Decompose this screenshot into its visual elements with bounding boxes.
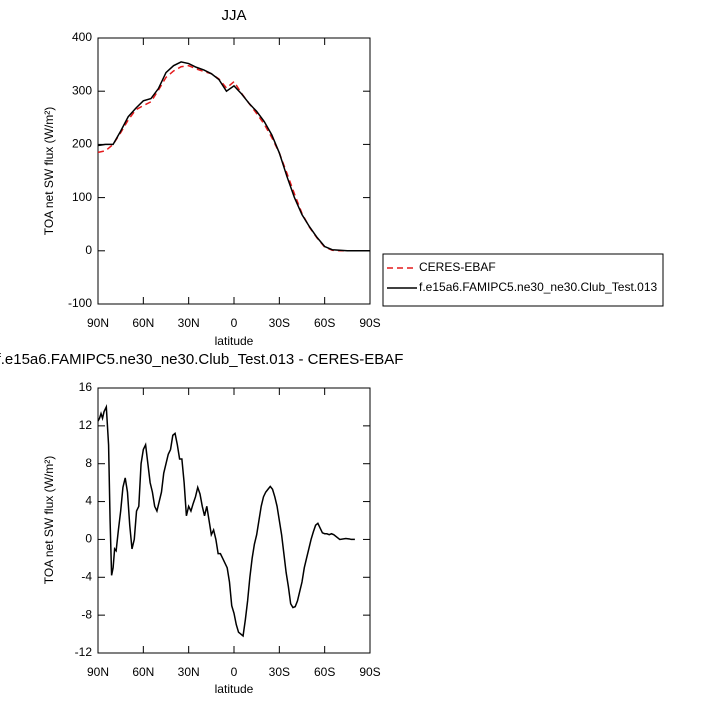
legend-label: CERES-EBAF bbox=[419, 260, 496, 274]
chart-title: f.e15a6.FAMIPC5.ne30_ne30.Club_Test.013 … bbox=[0, 351, 403, 368]
x-tick-label: 0 bbox=[231, 316, 238, 330]
y-tick-label: 0 bbox=[85, 532, 92, 546]
x-tick-label: 60S bbox=[314, 316, 335, 330]
y-axis-label: TOA net SW flux (W/m²) bbox=[42, 456, 56, 584]
x-tick-label: 30S bbox=[269, 665, 290, 679]
y-tick-label: 4 bbox=[85, 494, 92, 508]
x-tick-label: 60N bbox=[132, 316, 154, 330]
x-tick-label: 90S bbox=[359, 665, 380, 679]
y-tick-label: 300 bbox=[72, 83, 92, 97]
line bbox=[97, 64, 370, 252]
y-tick-label: -8 bbox=[81, 607, 92, 621]
line bbox=[97, 61, 370, 252]
x-tick-label: 60S bbox=[314, 665, 335, 679]
legend-label: f.e15a6.FAMIPC5.ne30_ne30.Club_Test.013 bbox=[419, 280, 657, 294]
y-tick-label: 100 bbox=[72, 190, 92, 204]
y-tick-label: 200 bbox=[72, 137, 92, 151]
y-tick-label: 16 bbox=[79, 380, 93, 394]
x-tick-label: 60N bbox=[132, 665, 154, 679]
y-tick-label: 12 bbox=[79, 418, 93, 432]
plot-frame bbox=[97, 37, 371, 305]
y-tick-label: 400 bbox=[72, 30, 92, 44]
y-tick-label: 0 bbox=[85, 243, 92, 257]
x-axis-label: latitude bbox=[215, 682, 254, 696]
x-tick-label: 30N bbox=[178, 665, 200, 679]
y-tick-label: 8 bbox=[85, 456, 92, 470]
y-axis-label: TOA net SW flux (W/m²) bbox=[42, 107, 56, 235]
y-tick-label: -100 bbox=[68, 296, 92, 310]
x-tick-label: 90N bbox=[87, 665, 109, 679]
chart-title: JJA bbox=[221, 7, 246, 24]
x-tick-label: 90N bbox=[87, 316, 109, 330]
x-tick-label: 30N bbox=[178, 316, 200, 330]
y-tick-label: -4 bbox=[81, 569, 92, 583]
x-tick-label: 0 bbox=[231, 665, 238, 679]
line bbox=[97, 403, 355, 638]
x-tick-label: 30S bbox=[269, 316, 290, 330]
y-tick-label: -12 bbox=[75, 645, 93, 659]
x-axis-label: latitude bbox=[215, 334, 254, 348]
x-tick-label: 90S bbox=[359, 316, 380, 330]
legend-box bbox=[382, 253, 664, 307]
